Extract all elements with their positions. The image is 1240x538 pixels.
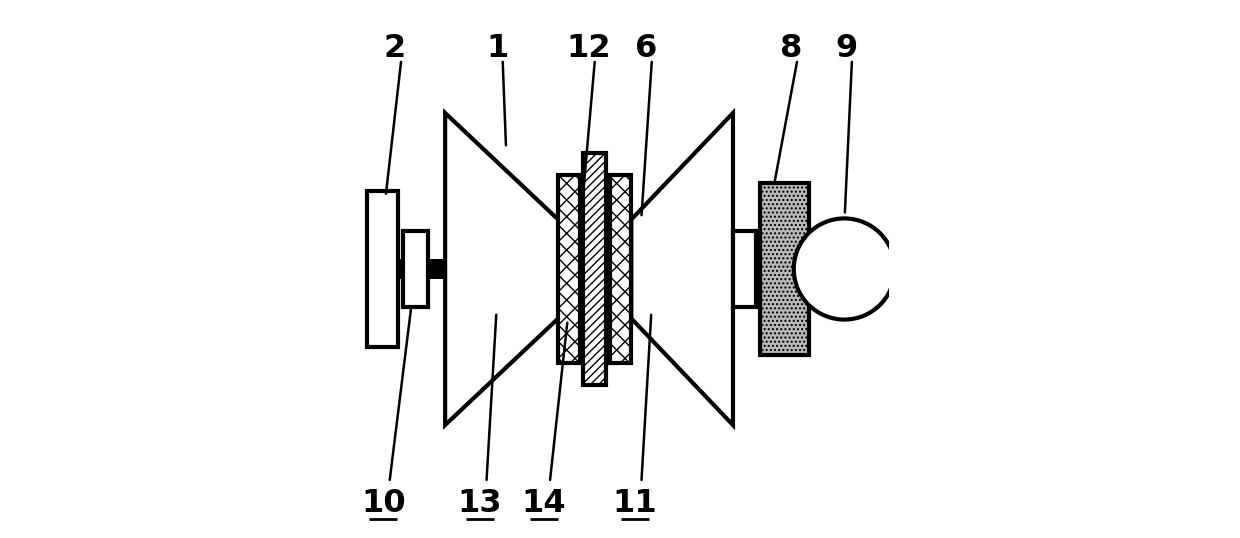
- Bar: [558, 175, 579, 363]
- Text: 1: 1: [486, 33, 508, 64]
- Text: 12: 12: [567, 33, 611, 64]
- Bar: [371, 259, 877, 279]
- Text: 11: 11: [613, 487, 657, 519]
- Polygon shape: [631, 113, 733, 425]
- Text: 13: 13: [458, 487, 502, 519]
- Text: 6: 6: [635, 33, 657, 64]
- Text: 9: 9: [835, 33, 857, 64]
- Polygon shape: [445, 113, 558, 425]
- Text: 10: 10: [361, 487, 405, 519]
- Bar: [733, 231, 755, 307]
- Bar: [610, 175, 631, 363]
- Bar: [367, 191, 398, 347]
- Bar: [403, 231, 428, 307]
- Circle shape: [794, 218, 895, 320]
- Bar: [583, 153, 606, 385]
- Text: 2: 2: [384, 33, 407, 64]
- Bar: [760, 183, 810, 355]
- Text: 8: 8: [780, 33, 802, 64]
- Text: 14: 14: [521, 487, 565, 519]
